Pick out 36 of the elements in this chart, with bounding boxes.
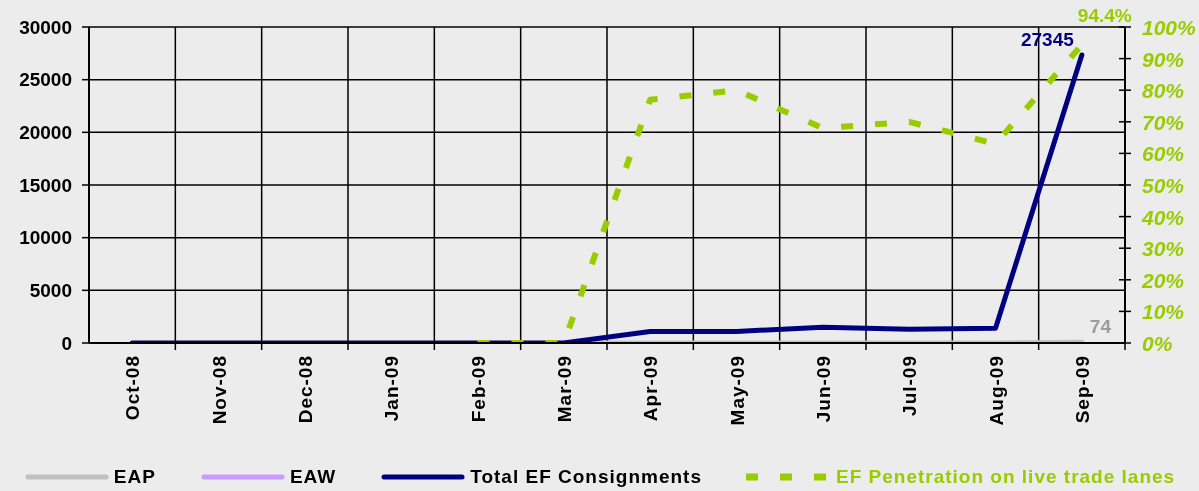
x-tick-label: Sep-09	[1071, 355, 1093, 424]
x-tick-label: Jan-09	[380, 355, 402, 422]
x-tick-label: Jun-09	[812, 355, 834, 423]
x-tick-label: Aug-09	[985, 355, 1006, 426]
y2-tick-label: 80%	[1142, 78, 1185, 102]
y-tick-label: 10000	[19, 227, 72, 249]
legend-label: Total EF Consignments	[470, 466, 702, 488]
y-tick-label: 5000	[29, 280, 72, 302]
x-tick-label: Feb-09	[467, 355, 488, 423]
data-label: 94.4%	[1077, 5, 1132, 26]
y-tick-label: 20000	[19, 122, 72, 144]
y-tick-label: 25000	[19, 69, 72, 91]
y-tick-label: 15000	[19, 174, 72, 196]
y2-tick-label: 50%	[1142, 173, 1185, 197]
y2-tick-label: 20%	[1141, 268, 1185, 292]
legend-label: EAW	[289, 466, 337, 488]
x-tick-label: May-09	[726, 355, 747, 426]
y2-tick-label: 70%	[1142, 110, 1185, 134]
legend-label: EF Penetration on live trade lanes	[835, 466, 1176, 488]
data-label: 74	[1089, 316, 1112, 338]
x-tick-label: Apr-09	[639, 355, 661, 422]
x-tick-label: Mar-09	[553, 355, 575, 423]
y2-tick-label: 100%	[1142, 15, 1197, 39]
y-tick-label: 30000	[19, 16, 72, 38]
x-tick-label: Nov-08	[208, 355, 229, 425]
y-tick-label: 0	[61, 332, 72, 354]
y2-tick-label: 90%	[1142, 47, 1185, 71]
y2-tick-label: 40%	[1141, 205, 1185, 229]
x-tick-label: Oct-08	[121, 355, 143, 421]
legend-label: EAP	[113, 466, 156, 488]
y2-tick-label: 30%	[1142, 236, 1185, 260]
x-tick-label: Jul-09	[898, 355, 920, 416]
y2-tick-label: 60%	[1142, 141, 1185, 165]
y2-tick-label: 0%	[1142, 331, 1173, 355]
y2-tick-label: 10%	[1142, 299, 1185, 323]
x-tick-label: Dec-08	[294, 355, 316, 424]
